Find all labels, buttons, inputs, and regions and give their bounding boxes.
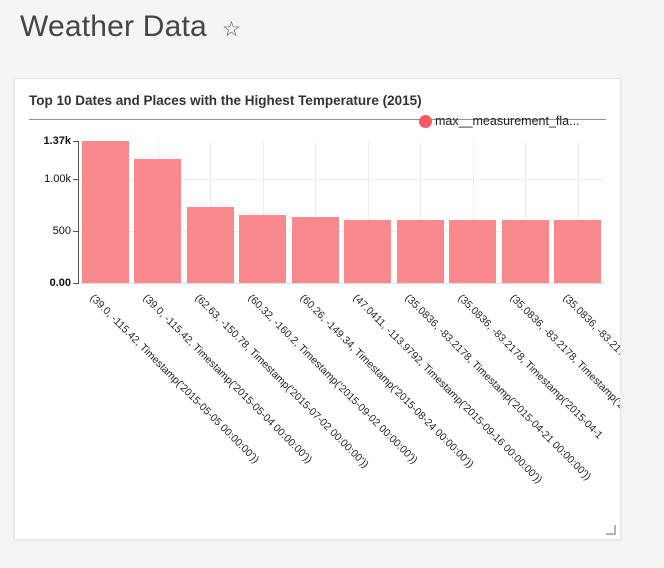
card-resize-handle[interactable] — [606, 525, 616, 535]
y-tick-label: 500 — [52, 225, 71, 238]
chart-card-header: Top 10 Dates and Places with the Highest… — [29, 79, 606, 120]
v-gridline — [577, 141, 579, 283]
bar[interactable] — [81, 141, 129, 283]
bar[interactable] — [239, 215, 287, 283]
bar[interactable] — [554, 220, 602, 283]
y-axis-tick — [73, 179, 78, 181]
y-axis-line — [78, 141, 79, 284]
bar[interactable] — [186, 207, 234, 283]
bar-chart-plot-area: 0.00 500 1.00k 1.37k (39.0, -115.42, Timesta… — [43, 135, 620, 486]
v-gridline — [315, 141, 317, 283]
v-gridline — [525, 141, 527, 283]
y-axis-tick — [73, 283, 78, 284]
x-tick-label: (47.0411, -113.9792, Timestamp('2015-09-… — [350, 292, 545, 486]
x-tick-label: (60.26, -149.34, Timestamp('2015-08-24 0… — [297, 292, 477, 471]
bar[interactable] — [134, 158, 182, 283]
h-gridline — [79, 231, 604, 233]
y-tick-label: 0.00 — [49, 277, 71, 289]
bar[interactable] — [449, 220, 497, 283]
bar[interactable] — [501, 220, 549, 283]
favorite-star-icon[interactable]: ☆ — [221, 17, 241, 41]
bar[interactable] — [396, 220, 444, 283]
y-tick-label: 1.37k — [43, 135, 71, 147]
page-header: Weather Data ☆ — [20, 10, 241, 44]
chart-card: Top 10 Dates and Places with the Highest… — [14, 78, 621, 540]
legend-series-label: max__measurement_fla... — [435, 114, 580, 128]
v-gridline — [420, 141, 422, 283]
y-axis-tick — [73, 231, 78, 233]
v-gridline — [367, 141, 369, 283]
y-tick-label: 1.00k — [44, 173, 71, 186]
page-title: Weather Data — [20, 10, 207, 43]
x-tick-label: (62.63, -150.78, Timestamp('2015-07-02 0… — [192, 292, 372, 471]
v-gridline — [472, 141, 474, 283]
bar[interactable] — [344, 219, 392, 283]
x-tick-label: (35.0836, -83.2178, Timestamp('2015-04-2… — [402, 292, 594, 483]
chart-title: Top 10 Dates and Places with the Highest… — [29, 93, 422, 108]
legend-series-dot-icon — [419, 114, 432, 128]
legend-item[interactable]: max__measurement_fla... — [419, 114, 580, 128]
bar[interactable] — [291, 216, 339, 283]
h-gridline — [79, 179, 604, 181]
v-gridline — [262, 141, 264, 283]
x-axis-line — [79, 283, 604, 284]
y-axis-tick — [73, 141, 78, 142]
